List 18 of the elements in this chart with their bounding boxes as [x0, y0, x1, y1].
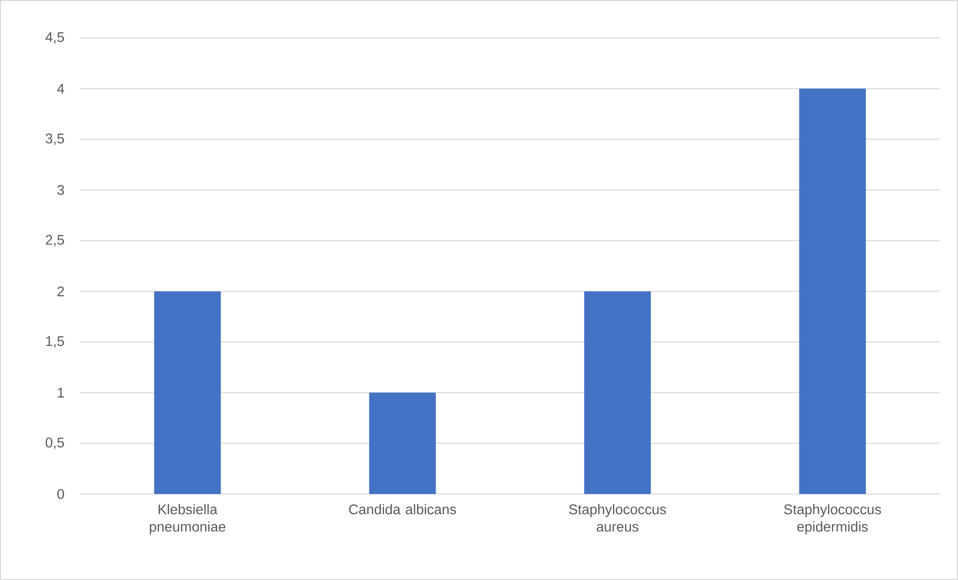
- y-tick-label: 4: [57, 84, 64, 94]
- bar: [584, 291, 651, 494]
- x-tick-label: Candida albicans: [349, 504, 456, 514]
- x-tick-label: Staphylococcus aureus: [569, 504, 666, 532]
- bar: [799, 88, 866, 494]
- y-tick-label: 3: [57, 185, 64, 195]
- y-tick-label: 1: [58, 388, 64, 398]
- y-tick-label: 2,5: [46, 234, 64, 246]
- y-tick-label: 0,5: [46, 438, 64, 450]
- y-tick-label: 1,5: [46, 336, 64, 348]
- y-tick-label: 4,5: [45, 32, 64, 44]
- x-tick-label: Klebsiella pneumoniae: [150, 504, 226, 534]
- bar: [154, 291, 221, 494]
- x-tick-label: Staphylococcus epidermidis: [784, 504, 882, 534]
- y-tick-label: 3,5: [46, 134, 64, 146]
- y-tick-label: 2: [58, 286, 64, 296]
- bar: [369, 392, 436, 494]
- y-tick-label: 0: [57, 489, 64, 499]
